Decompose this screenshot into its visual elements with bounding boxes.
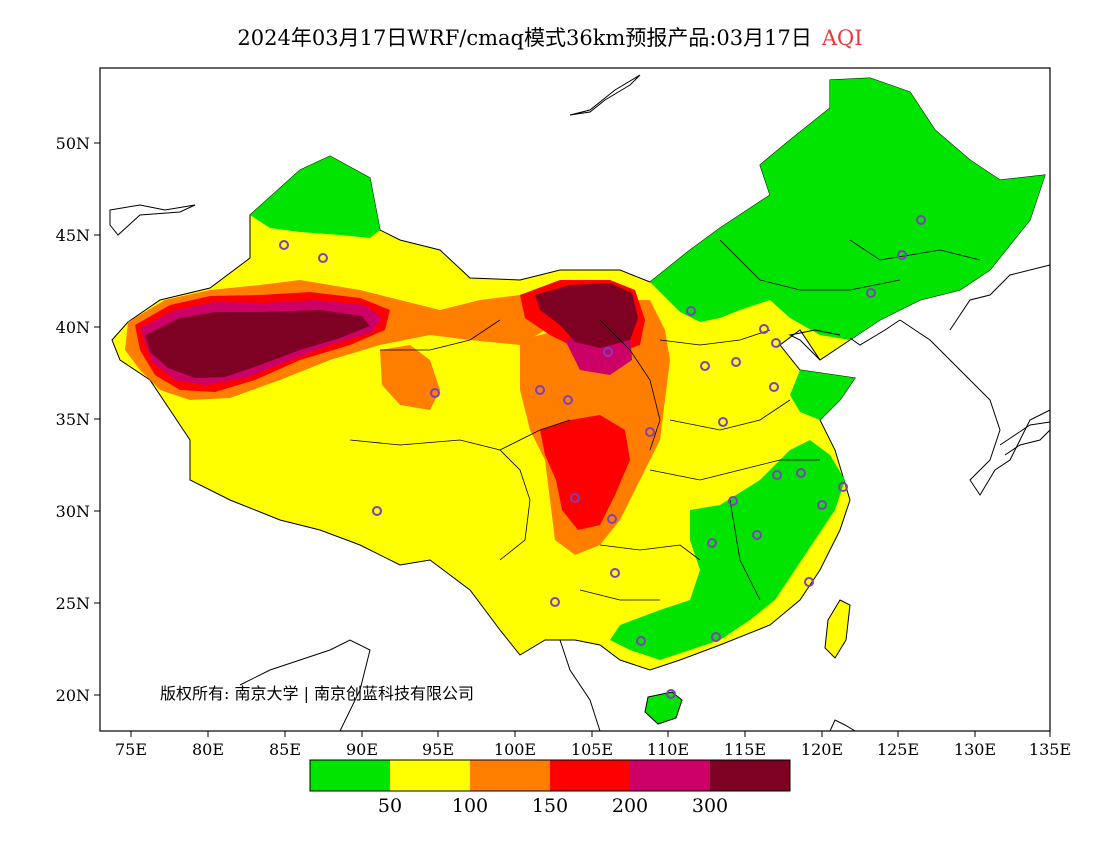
product-label: AQI (821, 26, 863, 50)
map-frame (99, 67, 1051, 732)
coastlines (109, 74, 1051, 732)
lon-label: 110E (647, 740, 689, 759)
city-markers (279, 215, 926, 699)
lat-label: 30N (56, 502, 90, 521)
lon-label: 100E (494, 740, 536, 759)
lat-label: 50N (56, 134, 90, 153)
legend-label: 50 (378, 795, 402, 817)
legend-label: 100 (452, 795, 488, 817)
green-southeast (610, 440, 845, 660)
lat-label: 25N (56, 594, 90, 613)
longitude-axis: 75E 80E 85E 90E 95E 100E 105E 110E 115E … (115, 731, 1071, 759)
lon-label: 135E (1029, 740, 1071, 759)
lon-label: 105E (571, 740, 613, 759)
province-borders (349, 239, 981, 601)
legend-label: 300 (692, 795, 728, 817)
aqi-legend: 50 100 150 200 300 (309, 759, 791, 817)
legend-swatch-1 (310, 760, 390, 791)
legend-swatch-4 (550, 760, 630, 791)
title-text: 2024年03月17日WRF/cmaq模式36km预报产品:03月17日 (237, 26, 812, 50)
lon-label: 130E (954, 740, 996, 759)
green-northeast (650, 78, 1045, 340)
legend-swatch-3 (470, 760, 550, 791)
map-body (109, 74, 1051, 732)
lon-label: 120E (801, 740, 843, 759)
lat-label: 20N (56, 686, 90, 705)
green-coast-east (790, 370, 855, 420)
copyright-text: 版权所有: 南京大学 | 南京创蓝科技有限公司 (160, 684, 475, 703)
lon-label: 75E (115, 740, 147, 759)
legend-label: 200 (612, 795, 648, 817)
lat-label: 45N (56, 226, 90, 245)
lon-label: 115E (724, 740, 766, 759)
lat-label: 40N (56, 318, 90, 337)
maroon-taklamakan (145, 310, 370, 378)
lon-label: 125E (877, 740, 919, 759)
legend-border (309, 759, 791, 792)
latitude-axis: 50N 45N 40N 35N 30N 25N 20N (56, 134, 100, 705)
legend-swatch-6 (710, 760, 790, 791)
legend-swatch-2 (390, 760, 470, 791)
green-northwest (250, 156, 380, 238)
red-central (540, 415, 630, 530)
orange-qinghai (380, 345, 440, 410)
lon-label: 90E (346, 740, 378, 759)
hainan-island (644, 691, 683, 725)
taiwan-island (824, 599, 851, 659)
lon-label: 85E (269, 740, 301, 759)
lon-label: 95E (422, 740, 454, 759)
legend-swatch-5 (630, 760, 710, 791)
map-title: 2024年03月17日WRF/cmaq模式36km预报产品:03月17日 AQI (0, 22, 1100, 52)
legend-label: 150 (532, 795, 568, 817)
lon-label: 80E (192, 740, 224, 759)
lat-label: 35N (56, 410, 90, 429)
